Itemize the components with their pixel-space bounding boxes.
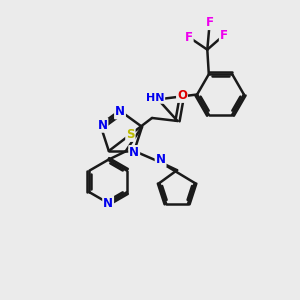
Text: N: N <box>156 154 166 166</box>
Text: N: N <box>103 196 113 209</box>
Text: F: F <box>185 31 193 44</box>
Text: S: S <box>126 128 135 141</box>
Text: O: O <box>177 89 187 102</box>
Text: N: N <box>98 119 107 132</box>
Text: F: F <box>206 16 214 29</box>
Text: N: N <box>129 146 139 159</box>
Text: N: N <box>115 105 125 119</box>
Text: HN: HN <box>146 93 164 103</box>
Text: F: F <box>220 29 228 42</box>
